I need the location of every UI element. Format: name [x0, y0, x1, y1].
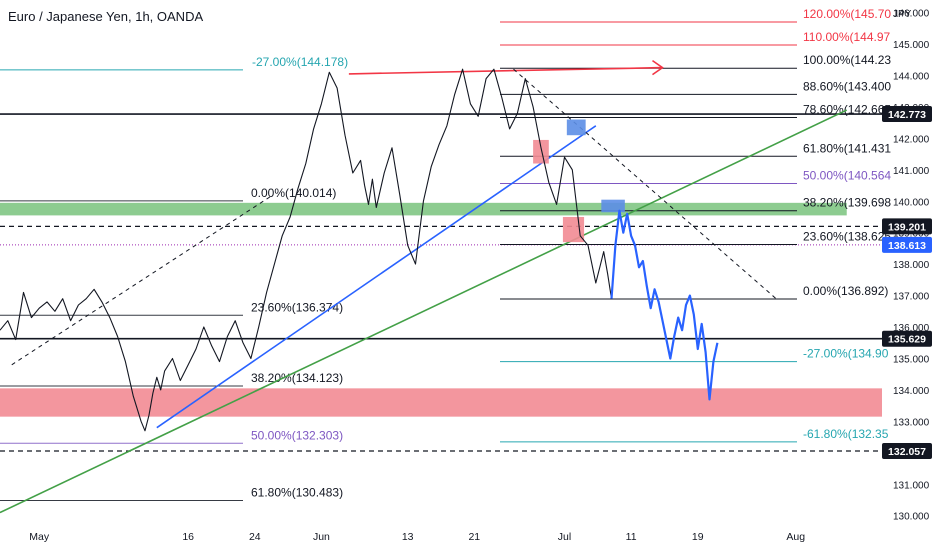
fib-right-label-3: 88.60%(143.400 — [803, 79, 891, 93]
fib-right-label-9: 0.00%(136.892) — [803, 284, 888, 298]
price-badge-label-3: 135.629 — [888, 334, 926, 346]
fib-right-label-1: 110.00%(144.97 — [803, 30, 891, 44]
currency-label: JPY — [893, 9, 912, 20]
x-tick-label: 24 — [249, 531, 261, 543]
price-series-2 — [610, 209, 719, 401]
fib-right-label-11: -61.80%(132.35 — [803, 427, 889, 441]
dashed-right — [513, 68, 777, 300]
x-tick-label: 13 — [402, 531, 414, 543]
chart-title: Euro / Japanese Yen, 1h, OANDA — [8, 9, 204, 24]
blue-box-1 — [566, 119, 586, 136]
fib-left-label-0: 0.00%(140.014) — [251, 186, 336, 200]
y-tick-label: 145.000 — [893, 40, 930, 51]
x-tick-label: 11 — [626, 531, 637, 543]
x-tick-label: 16 — [182, 531, 194, 543]
y-tick-label: 146.000 — [893, 9, 930, 20]
red-zone — [0, 388, 882, 417]
price-badge-3 — [882, 330, 932, 347]
price-badge-1 — [882, 218, 932, 235]
x-tick-label: May — [29, 531, 50, 543]
red-resistance-arrowhead — [652, 59, 664, 76]
green-trend — [0, 109, 848, 514]
fib-right-label-0: 120.00%(145.70 — [803, 7, 891, 21]
y-tick-label: 135.000 — [893, 354, 930, 365]
y-tick-label: 141.000 — [893, 166, 930, 177]
y-tick-label: 133.000 — [893, 417, 930, 428]
y-tick-label: 137.000 — [893, 292, 930, 303]
fib-left-label-1: 23.60%(136.374) — [251, 300, 343, 314]
x-tick-label: Aug — [786, 531, 805, 543]
price-badge-4 — [882, 443, 932, 460]
x-tick-label: 19 — [692, 531, 704, 543]
y-tick-label: 131.000 — [893, 480, 930, 491]
price-badge-label-2: 138.613 — [888, 240, 926, 252]
x-tick-label: Jun — [313, 531, 330, 543]
price-badge-label-4: 132.057 — [888, 446, 926, 458]
green-zone — [0, 202, 847, 216]
fib-right-label-10: -27.00%(134.90 — [803, 347, 889, 361]
x-tick-label: Jul — [558, 531, 571, 543]
price-series-0 — [0, 68, 589, 432]
y-tick-label: 144.000 — [893, 71, 930, 82]
x-tick-label: 21 — [468, 531, 480, 543]
dashed-left — [11, 196, 271, 366]
y-tick-label: 140.000 — [893, 197, 930, 208]
price-badge-label-1: 139.201 — [888, 221, 926, 233]
fib-right-label-7: 38.20%(139.698 — [803, 196, 891, 210]
price-badge-label-0: 142.773 — [888, 109, 926, 121]
y-tick-label: 130.000 — [893, 512, 930, 523]
price-badge-2 — [882, 236, 932, 253]
fib-right-label-2: 100.00%(144.23 — [803, 53, 891, 67]
fib-right-label-5: 61.80%(141.431 — [803, 141, 891, 155]
fib-left-label-5: -27.00%(144.178) — [252, 55, 348, 69]
red-box-1 — [533, 139, 549, 164]
y-tick-label: 138.000 — [893, 260, 930, 271]
blue-trend — [156, 125, 597, 429]
red-box-2 — [562, 216, 585, 243]
fib-right-label-6: 50.00%(140.564 — [803, 169, 891, 183]
y-tick-label: 136.000 — [893, 323, 930, 334]
red-resistance — [348, 66, 663, 75]
fib-right-label-8: 23.60%(138.625 — [803, 229, 891, 243]
blue-box-2 — [601, 199, 625, 213]
price-series-1 — [587, 245, 613, 299]
price-badge-0 — [882, 106, 932, 123]
y-tick-label: 142.000 — [893, 134, 930, 145]
fib-left-label-4: 61.80%(130.483) — [251, 486, 343, 500]
fib-left-label-3: 50.00%(132.303) — [251, 428, 343, 442]
fib-right-label-4: 78.60%(142.665 — [803, 102, 891, 116]
y-tick-label: 134.000 — [893, 386, 930, 397]
fib-left-label-2: 38.20%(134.123) — [251, 371, 343, 385]
